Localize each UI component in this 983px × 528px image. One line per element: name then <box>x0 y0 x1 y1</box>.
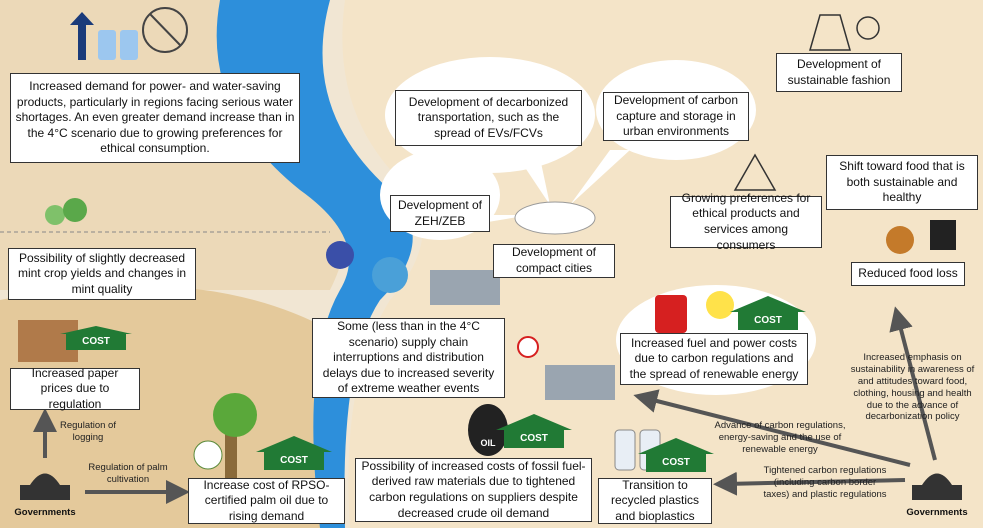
food-icon <box>886 226 914 254</box>
no-water-icon <box>149 13 182 47</box>
warehouse-icon <box>545 365 615 400</box>
government-icon <box>20 473 70 500</box>
no-entry-icon <box>517 336 539 358</box>
oil-label: OIL <box>480 438 496 448</box>
no-water-icon <box>142 7 188 53</box>
storm-icon <box>326 241 354 269</box>
arrow-label: Regulation of logging <box>60 420 116 443</box>
up-arrow-icon <box>70 12 94 60</box>
flood-icon <box>372 257 408 293</box>
city <box>514 201 596 235</box>
government-label: Governments <box>14 507 76 518</box>
text-box: Development of ZEH/ZEB <box>390 195 490 232</box>
mint-icon <box>63 198 87 222</box>
text-box: Reduced food loss <box>851 262 965 286</box>
text-box: Development of sustainable fashion <box>776 53 902 92</box>
text-box: Increase cost of RPSO-certified palm oil… <box>188 478 345 524</box>
arrow-label: Increased emphasis on sustainability in … <box>850 352 975 423</box>
cost-arrows <box>60 296 806 472</box>
text-box: Some (less than in the 4°C scenario) sup… <box>312 318 505 398</box>
text-box: Growing preferences for ethical products… <box>670 191 822 252</box>
text-box: Increased paper prices due to regulation <box>10 366 140 411</box>
recycle-icon <box>733 153 777 191</box>
text-box: Development of carbon capture and storag… <box>603 92 749 141</box>
text-box: Transition to recycled plastics and biop… <box>598 478 712 524</box>
rspo-icon <box>193 440 223 470</box>
arrow-label: Tightened carbon regulations (including … <box>763 465 887 500</box>
bulb-icon <box>706 291 734 319</box>
recycle-icon <box>856 16 880 40</box>
warehouse-icon <box>430 270 500 305</box>
bottle-icon <box>120 30 138 60</box>
cost-tag: COST <box>662 457 690 468</box>
arrow-label: Regulation of palm cultivation <box>88 462 168 485</box>
cost-tag: COST <box>520 433 548 444</box>
government-label: Governments <box>906 507 968 518</box>
arrows <box>33 306 937 504</box>
bottle-icon <box>98 30 116 60</box>
mint-icon <box>45 205 65 225</box>
text-box: Possibility of slightly decreased mint c… <box>8 248 196 300</box>
cost-tag: COST <box>280 455 308 466</box>
government-icon <box>912 473 962 500</box>
bin-icon <box>930 220 956 250</box>
oil-icon <box>468 404 508 456</box>
text-box: Increased demand for power- and water-sa… <box>10 73 300 163</box>
text-box: Increased fuel and power costs due to ca… <box>620 333 808 385</box>
text-box: Shift toward food that is both sustainab… <box>826 155 978 210</box>
dress-icon <box>809 14 851 51</box>
cost-tag: COST <box>754 315 782 326</box>
bottle-icon <box>614 429 636 471</box>
text-box: Development of compact cities <box>493 244 615 278</box>
fuel-can-icon <box>655 295 687 333</box>
text-box: Possibility of increased costs of fossil… <box>355 458 592 522</box>
palm-icon <box>225 430 237 480</box>
cost-tag: COST <box>82 336 110 347</box>
arrow-label: Advance of carbon regulations, energy-sa… <box>714 420 846 455</box>
palm-icon <box>213 393 257 437</box>
text-box: Development of decarbonized transportati… <box>395 90 582 146</box>
